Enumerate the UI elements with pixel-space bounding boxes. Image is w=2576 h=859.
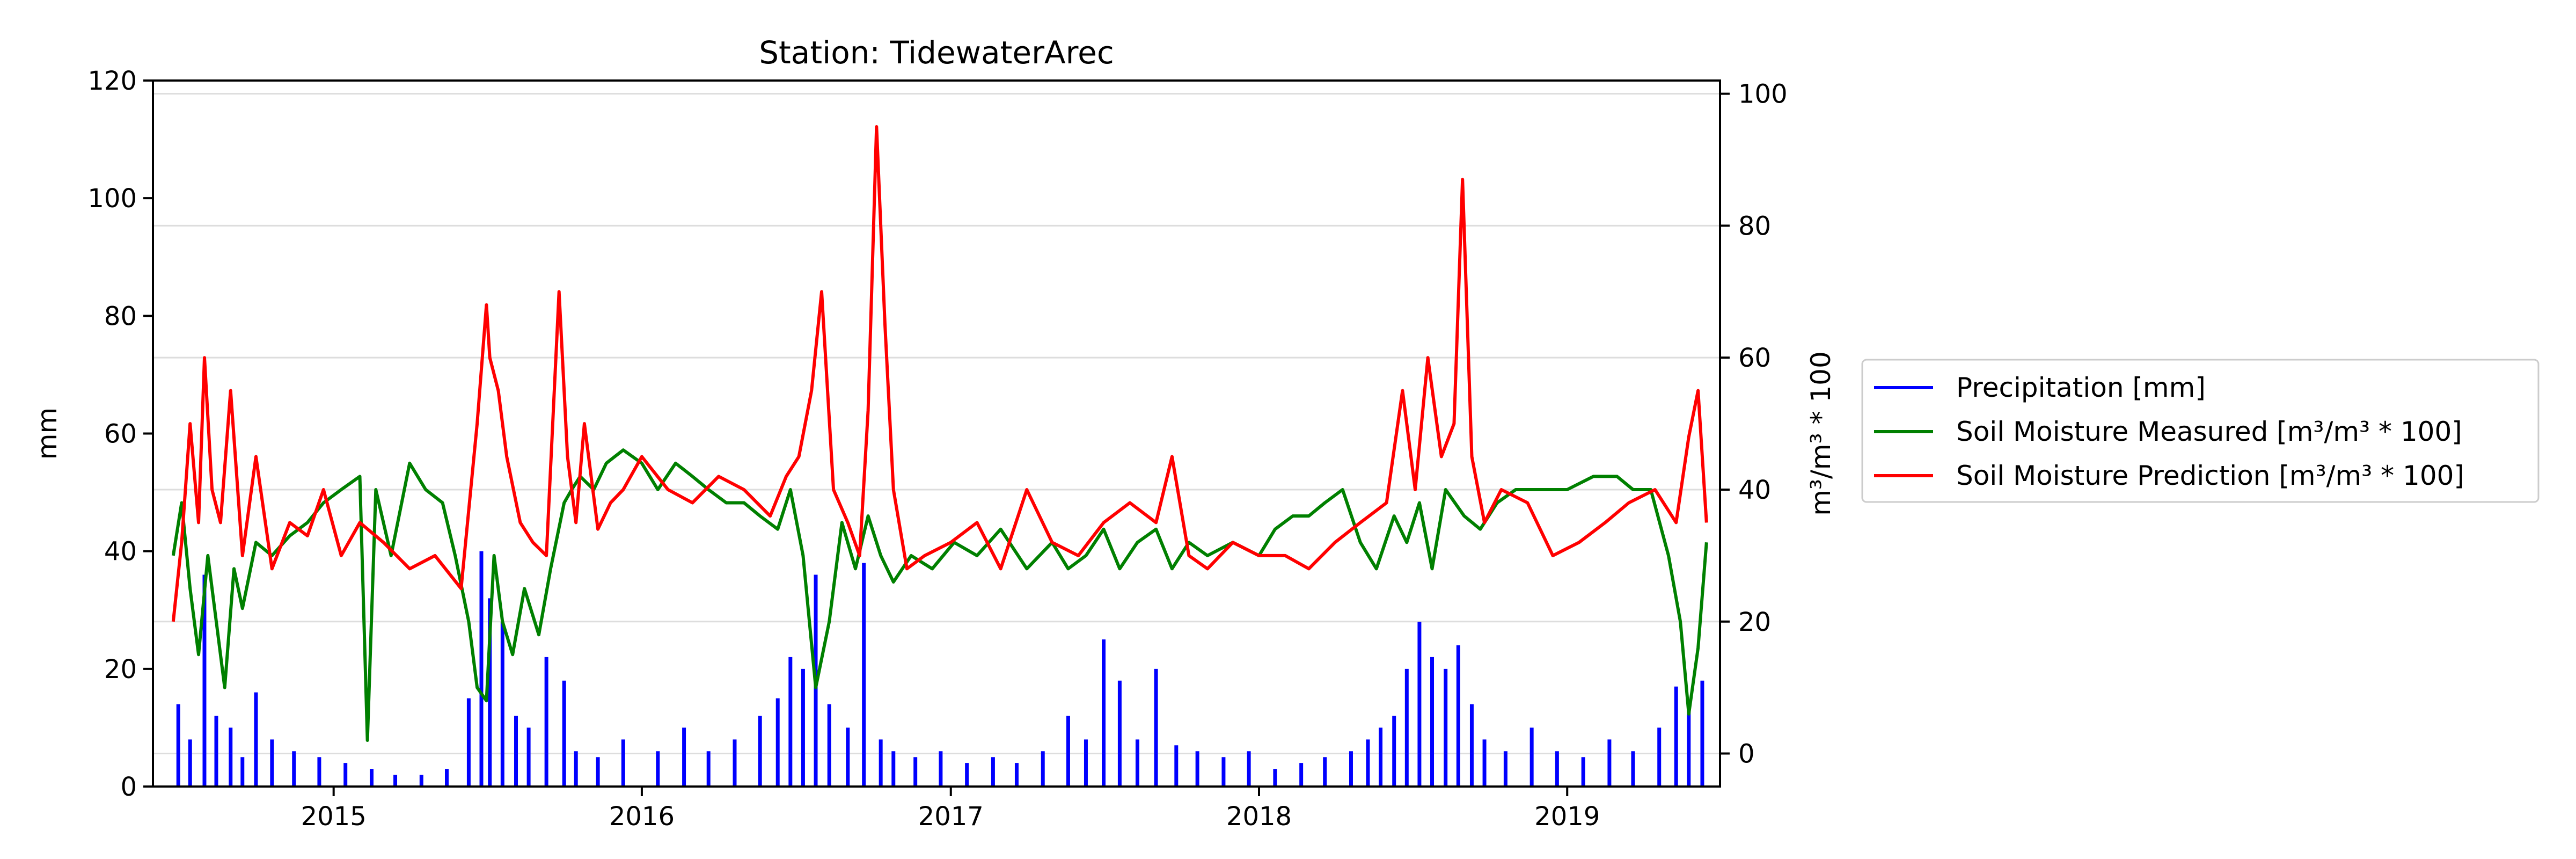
x-tick-label: 2015	[301, 802, 367, 832]
x-tick-label: 2018	[1226, 802, 1292, 832]
legend-box	[1861, 359, 2540, 503]
y-tick-label-left: 60	[104, 419, 137, 449]
y-tick-label-right: 20	[1738, 607, 1771, 637]
y-tick-label-left: 40	[104, 537, 137, 567]
soil-moisture-measured-line	[171, 448, 1708, 742]
y-tick-label-right: 80	[1738, 211, 1771, 241]
soil-moisture-prediction-line	[171, 125, 1708, 622]
legend-label-precipitation: Precipitation [mm]	[1956, 372, 2206, 403]
legend: Precipitation [mm] Soil Moisture Measure…	[1861, 359, 2540, 503]
axis-layer: 0 20 40 60 80 100 120 0 20 40 60 80 100 2015 2016 2017 2…	[87, 66, 1787, 832]
y-tick-label-left: 20	[104, 654, 137, 685]
legend-label-measured: Soil Moisture Measured [m³/m³ * 100]	[1956, 416, 2462, 447]
chart-title: Station: TidewaterArec	[759, 34, 1114, 71]
x-tick-label: 2016	[609, 802, 675, 832]
x-tick-label: 2017	[918, 802, 984, 832]
y-tick-label-left: 0	[120, 772, 137, 802]
y-tick-label-right: 60	[1738, 343, 1771, 373]
y-tick-label-left: 120	[87, 66, 137, 96]
y-tick-label-right: 40	[1738, 475, 1771, 505]
y-tick-label-left: 100	[87, 184, 137, 214]
y-axis-label-right: m³/m³ * 100	[1805, 351, 1836, 516]
grid-layer	[153, 93, 1720, 755]
y-tick-label-right: 0	[1738, 739, 1755, 769]
x-tick-label: 2019	[1534, 802, 1600, 832]
series-layer	[171, 125, 1708, 787]
y-tick-label-left: 80	[104, 301, 137, 331]
y-tick-label-right: 100	[1738, 79, 1788, 110]
y-axis-label-left: mm	[32, 407, 63, 460]
legend-label-prediction: Soil Moisture Prediction [m³/m³ * 100]	[1956, 460, 2464, 491]
